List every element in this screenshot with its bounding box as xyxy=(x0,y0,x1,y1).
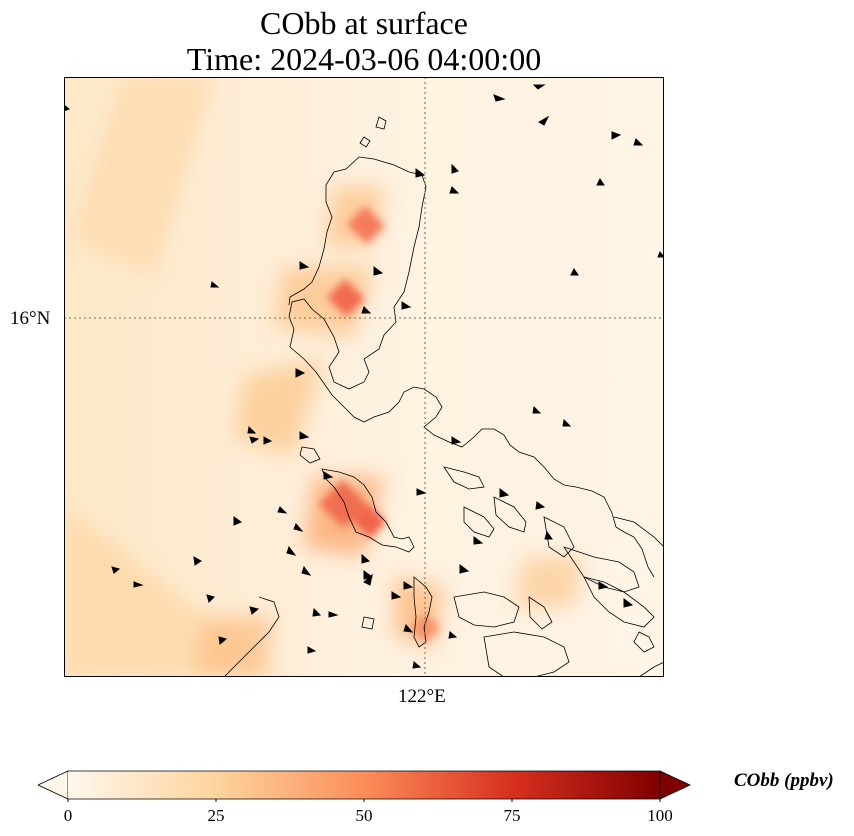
latitude-tick-label: 16°N xyxy=(10,308,51,329)
colorbar-tick-75: 75 xyxy=(503,806,521,825)
map-subtitle-time: Time: 2024-03-06 04:00:00 xyxy=(186,41,542,77)
colorbar-min-extend xyxy=(38,770,69,800)
concentration-hotspots xyxy=(318,205,441,644)
gridlines xyxy=(64,77,664,677)
colorbar-label: CObb (ppbv) xyxy=(734,770,834,791)
colorbar-tick-50: 50 xyxy=(355,806,373,825)
colorbar-tick-100: 100 xyxy=(647,806,673,825)
colorbar-tick-25: 25 xyxy=(207,806,225,825)
map-panel xyxy=(64,77,664,677)
map-title: CObb at surface xyxy=(260,5,468,41)
colorbar-tick-0: 0 xyxy=(63,806,73,825)
colorbar-max-extend xyxy=(659,770,691,800)
concentration-plumes xyxy=(64,77,584,677)
wind-vectors xyxy=(64,84,664,669)
colorbar xyxy=(38,770,691,802)
colorbar-gradient xyxy=(68,771,660,799)
coastlines xyxy=(223,116,664,677)
longitude-tick-label: 122°E xyxy=(398,686,446,707)
